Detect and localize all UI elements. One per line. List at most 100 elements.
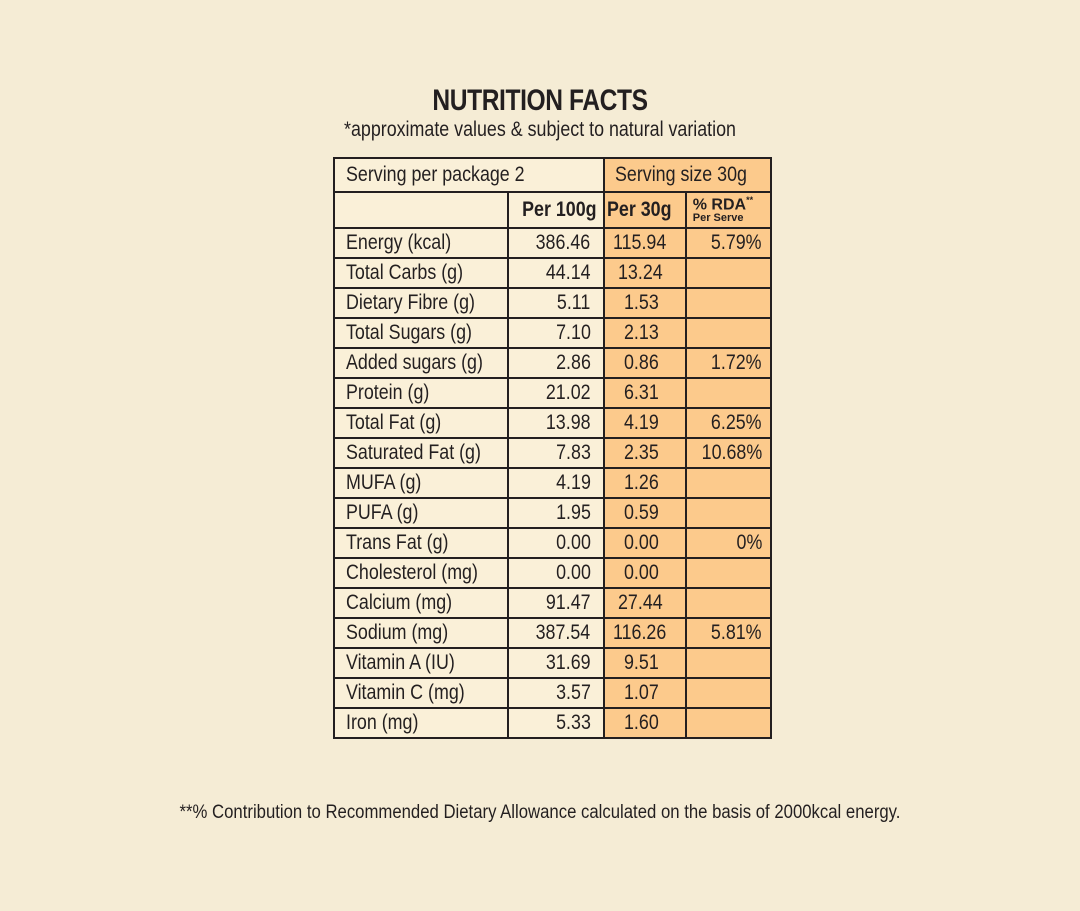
per-100g-value: 3.57 xyxy=(555,681,591,704)
rda-value-cell xyxy=(684,377,772,409)
table-row: Total Carbs (g) 44.14 13.24 xyxy=(332,257,772,289)
serving-size: Serving size 30g xyxy=(602,157,772,193)
per-100g-value: 7.10 xyxy=(555,321,591,344)
per-30g-value: 13.24 xyxy=(618,261,664,284)
per-100g-value: 5.33 xyxy=(555,711,591,734)
rda-value: 5.81% xyxy=(711,621,762,644)
per-30g-value-cell: 0.59 xyxy=(602,497,687,529)
nutrient-label-cell: Added sugars (g) xyxy=(332,347,510,379)
per-30g-value-cell: 1.60 xyxy=(602,707,687,739)
per-30g-value: 6.31 xyxy=(624,381,659,404)
per-30g-value: 9.51 xyxy=(624,651,659,674)
rda-value-cell: 6.25% xyxy=(684,407,772,439)
nutrient-label: Vitamin A (IU) xyxy=(346,651,455,674)
per-30g-value: 1.53 xyxy=(624,291,659,314)
nutrient-label-cell: Saturated Fat (g) xyxy=(332,437,510,469)
nutrient-label: MUFA (g) xyxy=(346,471,422,494)
per-30g-value: 116.26 xyxy=(613,621,667,644)
rda-value-cell: 5.79% xyxy=(684,227,772,259)
per-100g-value-cell: 44.14 xyxy=(507,257,605,289)
per-100g-value-cell: 7.83 xyxy=(507,437,605,469)
per-100g-value-cell: 5.33 xyxy=(507,707,605,739)
nutrient-label: PUFA (g) xyxy=(346,501,419,524)
nutrient-label-cell: Iron (mg) xyxy=(332,707,510,739)
table-row: Trans Fat (g) 0.00 0.00 0% xyxy=(332,527,772,559)
rda-value-cell: 10.68% xyxy=(684,437,772,469)
nutrient-label: Iron (mg) xyxy=(346,711,419,734)
header-blank xyxy=(332,191,510,229)
per-30g-value-cell: 0.00 xyxy=(602,557,687,589)
table-row: Iron (mg) 5.33 1.60 xyxy=(332,707,772,739)
nutrient-label: Sodium (mg) xyxy=(346,621,449,644)
rda-value: 6.25% xyxy=(711,411,762,434)
nutrient-label: Added sugars (g) xyxy=(346,351,483,374)
per-100g-value: 0.00 xyxy=(555,561,591,584)
per-100g-value-cell: 0.00 xyxy=(507,527,605,559)
per-30g-value: 2.13 xyxy=(624,321,659,344)
per-30g-value-cell: 0.00 xyxy=(602,527,687,559)
table-row: Cholesterol (mg) 0.00 0.00 xyxy=(332,557,772,589)
per-30g-value-cell: 9.51 xyxy=(602,647,687,679)
header-per-100g: Per 100g xyxy=(507,191,605,229)
nutrient-label-cell: Protein (g) xyxy=(332,377,510,409)
rda-value: 0% xyxy=(736,531,762,554)
table-row: Vitamin A (IU) 31.69 9.51 xyxy=(332,647,772,679)
serving-row: Serving per package 2 Serving size 30g xyxy=(333,157,772,193)
page-title: NUTRITION FACTS xyxy=(432,84,648,117)
per-100g-value: 44.14 xyxy=(545,261,591,284)
per-100g-value: 21.02 xyxy=(545,381,591,404)
nutrient-label-cell: Total Sugars (g) xyxy=(332,317,510,349)
per-100g-value-cell: 386.46 xyxy=(507,227,605,259)
per-100g-value: 91.47 xyxy=(545,591,591,614)
per-100g-value: 5.11 xyxy=(557,291,591,314)
per-30g-value: 27.44 xyxy=(618,591,664,614)
per-30g-value: 0.59 xyxy=(624,501,659,524)
table-row: Total Sugars (g) 7.10 2.13 xyxy=(332,317,772,349)
table-row: Total Fat (g) 13.98 4.19 6.25% xyxy=(332,407,772,439)
per-30g-value-cell: 0.86 xyxy=(602,347,687,379)
per-30g-value-cell: 1.53 xyxy=(602,287,687,319)
header-per-100g-text: Per 100g xyxy=(522,198,597,221)
column-header-row: Per 100g Per 30g % RDA** Per Serve xyxy=(332,191,772,229)
rda-value: 10.68% xyxy=(701,441,762,464)
per-30g-value: 115.94 xyxy=(613,231,667,254)
header-rda-text: % RDA xyxy=(692,196,747,214)
footnote: **% Contribution to Recommended Dietary … xyxy=(179,802,901,823)
nutrient-label: Energy (kcal) xyxy=(346,231,452,254)
nutrient-label-cell: MUFA (g) xyxy=(332,467,510,499)
rda-value-cell: 1.72% xyxy=(684,347,772,379)
per-30g-value-cell: 1.26 xyxy=(602,467,687,499)
per-30g-value: 0.00 xyxy=(624,561,659,584)
per-30g-value-cell: 116.26 xyxy=(602,617,687,649)
rda-value-cell xyxy=(684,557,772,589)
nutrient-label: Saturated Fat (g) xyxy=(346,441,481,464)
nutrient-label-cell: Vitamin A (IU) xyxy=(332,647,510,679)
per-100g-value: 2.86 xyxy=(555,351,591,374)
serving-size-text: Serving size 30g xyxy=(614,163,747,186)
table-row: MUFA (g) 4.19 1.26 xyxy=(332,467,772,499)
per-100g-value: 387.54 xyxy=(536,621,591,644)
per-100g-value-cell: 4.19 xyxy=(507,467,605,499)
nutrient-label-cell: PUFA (g) xyxy=(332,497,510,529)
nutrient-label: Total Sugars (g) xyxy=(346,321,472,344)
nutrient-label-cell: Total Fat (g) xyxy=(332,407,510,439)
per-100g-value: 13.98 xyxy=(545,411,591,434)
table-row: Sodium (mg) 387.54 116.26 5.81% xyxy=(332,617,772,649)
table-row: Protein (g) 21.02 6.31 xyxy=(332,377,772,409)
table-row: Vitamin C (mg) 3.57 1.07 xyxy=(332,677,772,709)
per-30g-value-cell: 13.24 xyxy=(602,257,687,289)
per-30g-value: 1.26 xyxy=(624,471,659,494)
rda-value: 1.72% xyxy=(711,351,762,374)
header-rda-mark: ** xyxy=(746,194,754,205)
rda-value-cell xyxy=(684,287,772,319)
per-30g-value: 1.60 xyxy=(624,711,659,734)
nutrient-label-cell: Trans Fat (g) xyxy=(332,527,510,559)
header-rda-main: % RDA** xyxy=(692,194,762,214)
per-30g-value-cell: 4.19 xyxy=(602,407,687,439)
table-row: PUFA (g) 1.95 0.59 xyxy=(332,497,772,529)
nutrient-label-cell: Total Carbs (g) xyxy=(332,257,510,289)
nutrient-label: Total Carbs (g) xyxy=(346,261,464,284)
nutrient-label-cell: Energy (kcal) xyxy=(332,227,510,259)
nutrient-label-cell: Calcium (mg) xyxy=(332,587,510,619)
nutrient-label-cell: Vitamin C (mg) xyxy=(332,677,510,709)
